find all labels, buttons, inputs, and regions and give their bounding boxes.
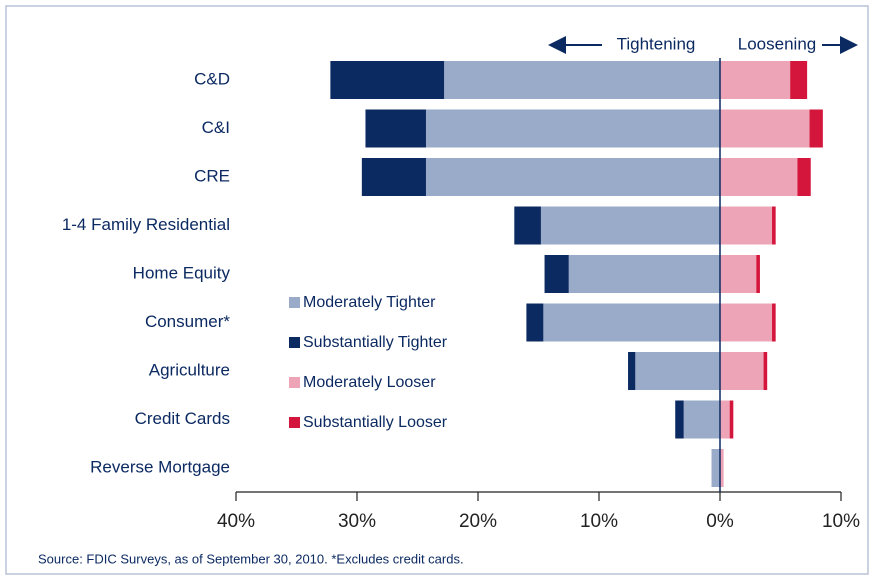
x-tick-label: 10%: [580, 511, 618, 532]
category-label: Reverse Mortgage: [90, 457, 230, 476]
legend-label: Substantially Tighter: [303, 334, 448, 351]
category-label: CRE: [194, 166, 230, 185]
bar-segment: [711, 449, 720, 487]
category-label: Agriculture: [149, 360, 230, 379]
bar-segment: [330, 61, 445, 99]
bar-segment: [568, 255, 720, 293]
legend-label: Substantially Looser: [303, 414, 448, 431]
bar-segment: [720, 158, 798, 196]
bar-segment: [675, 400, 684, 439]
bar-segment: [720, 255, 757, 293]
bar-segment: [540, 206, 720, 245]
bar-segment: [683, 400, 720, 439]
frame: [5, 5, 869, 575]
category-label: Credit Cards: [135, 409, 230, 428]
arrows: [548, 36, 858, 54]
bar-segment: [514, 206, 541, 245]
header-right: Loosening: [738, 34, 816, 53]
legend-swatch: [289, 337, 300, 348]
header-left: Tightening: [617, 34, 696, 53]
legend-swatch: [289, 297, 300, 308]
bar-segment: [809, 109, 823, 148]
category-label: Home Equity: [133, 263, 231, 282]
bar-segment: [635, 352, 720, 390]
bar-segment: [772, 303, 776, 342]
bar-segment: [756, 255, 760, 293]
category-label: 1-4 Family Residential: [62, 215, 230, 234]
bar-segment: [526, 303, 544, 342]
x-tick-label: 0%: [706, 511, 734, 532]
bar-segment: [772, 206, 776, 245]
bar-segment: [543, 303, 720, 342]
x-tick-label: 10%: [822, 511, 860, 532]
category-label: Consumer*: [145, 312, 230, 331]
bar-segment: [361, 158, 426, 196]
bar-segment: [720, 400, 730, 439]
bar-segment: [544, 255, 569, 293]
bar-segment: [720, 61, 791, 99]
category-label: C&D: [194, 69, 230, 88]
bar-segment: [790, 61, 808, 99]
bar-segment: [797, 158, 811, 196]
bar-segment: [720, 449, 724, 487]
bar-segment: [720, 109, 810, 148]
bar-segment: [763, 352, 768, 390]
legend-swatch: [289, 377, 300, 388]
legend-swatch: [289, 417, 300, 428]
category-label: C&I: [202, 118, 230, 137]
bar-segment: [444, 61, 720, 99]
bar-segment: [425, 109, 720, 148]
x-tick-label: 40%: [217, 511, 255, 532]
footnote: Source: FDIC Surveys, as of September 30…: [38, 551, 464, 566]
bar-segment: [425, 158, 720, 196]
bar-segment: [720, 303, 773, 342]
x-tick-label: 20%: [459, 511, 497, 532]
legend-label: Moderately Looser: [303, 374, 436, 391]
bar-segment: [628, 352, 636, 390]
bar-segment: [729, 400, 734, 439]
x-tick-label: 30%: [338, 511, 376, 532]
legend-label: Moderately Tighter: [303, 294, 436, 311]
bar-segment: [365, 109, 426, 148]
bar-segment: [720, 352, 764, 390]
bar-segment: [720, 206, 773, 245]
